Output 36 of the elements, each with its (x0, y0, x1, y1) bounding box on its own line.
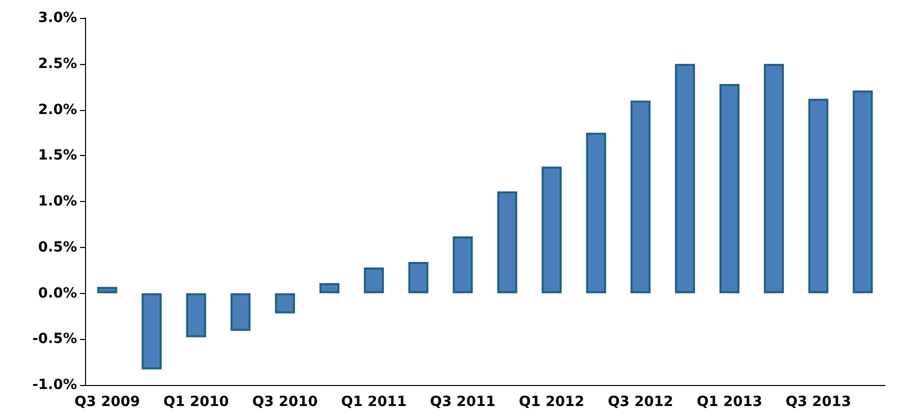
bar (142, 293, 162, 370)
x-tick-label: Q3 2013 (786, 394, 852, 410)
bar (586, 132, 606, 294)
x-tick-label: Q1 2010 (163, 394, 230, 410)
bar (364, 268, 384, 294)
x-tick-label: Q1 2013 (696, 394, 762, 410)
y-tick-label: 1.5% (38, 148, 77, 164)
bar (97, 286, 118, 294)
x-tick-label: Q1 2012 (518, 394, 584, 410)
bar (275, 293, 295, 314)
bar (186, 293, 206, 338)
x-tick-label: Q1 2011 (341, 394, 407, 410)
bar (452, 236, 473, 294)
x-tick-label: Q3 2010 (252, 394, 318, 410)
y-tick-label: 3.0% (38, 10, 77, 26)
bar (230, 293, 251, 331)
bar (719, 84, 740, 294)
bar (497, 191, 518, 294)
bar (764, 64, 784, 294)
y-tick-label: -1.0% (32, 377, 77, 393)
x-tick-label: Q3 2012 (608, 394, 674, 410)
y-tick-label: 0.5% (38, 239, 77, 256)
bar (408, 262, 428, 294)
bar (675, 64, 695, 294)
bar (630, 100, 651, 294)
x-tick-label: Q3 2009 (74, 394, 140, 410)
y-tick-label: 1.0% (38, 194, 77, 210)
x-tick-label: Q3 2011 (430, 394, 496, 410)
y-tick-label: 2.0% (38, 102, 77, 118)
y-tick-label: -0.5% (32, 331, 77, 348)
bar (542, 166, 562, 294)
bar (319, 283, 340, 294)
y-tick-label: 0.0% (38, 285, 77, 302)
bar (808, 98, 828, 294)
y-tick-label: 2.5% (38, 56, 77, 72)
bar (852, 90, 873, 294)
